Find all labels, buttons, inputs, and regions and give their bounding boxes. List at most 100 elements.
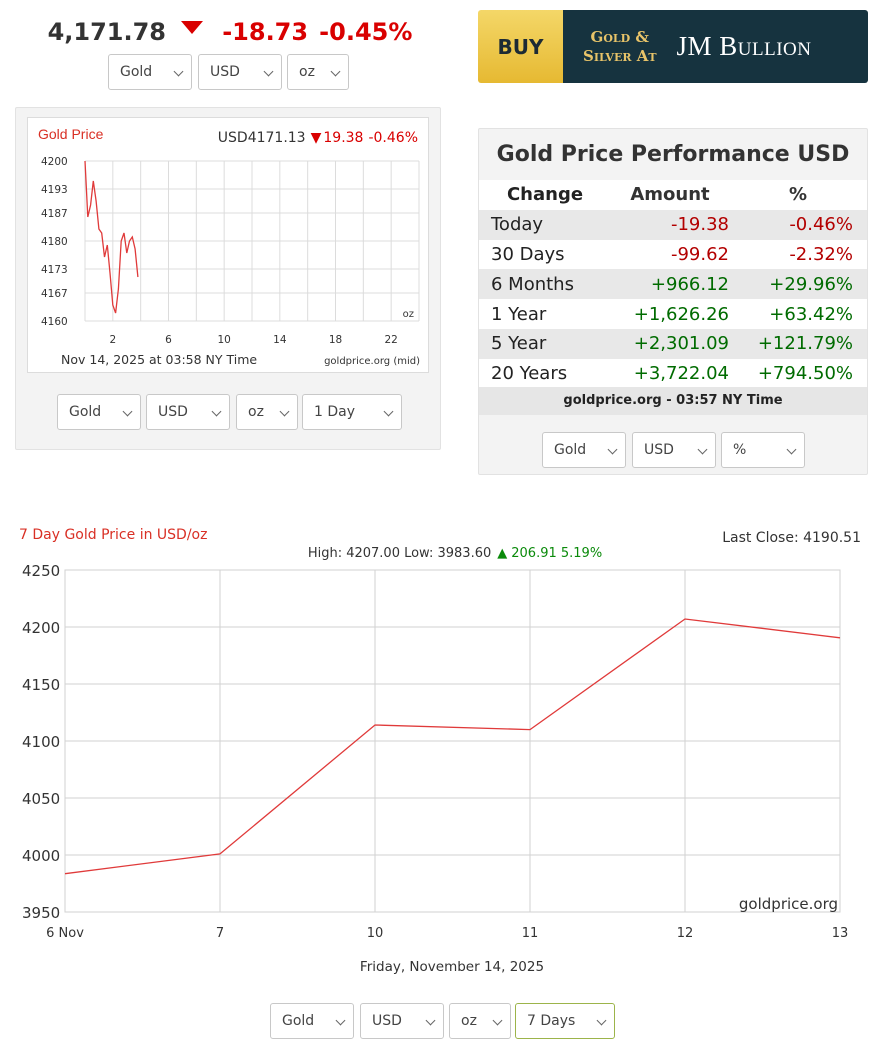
amount-cell: -99.62 <box>670 243 729 265</box>
big-chart-title: 7 Day Gold Price in USD/oz <box>19 527 207 543</box>
chart-date-label: Friday, November 14, 2025 <box>360 959 544 975</box>
y-tick-label: 4100 <box>22 733 60 751</box>
mini-chart-title: Gold Price <box>38 126 104 142</box>
x-tick-label: 18 <box>329 334 342 346</box>
quote-change: 19.38 <box>323 130 363 146</box>
mini-currency-select[interactable]: USD <box>146 394 230 430</box>
period-cell: 30 Days <box>491 243 565 265</box>
table-header: Change Amount % <box>479 180 867 210</box>
percent-cell: +63.42% <box>769 303 853 325</box>
percent-cell: +29.96% <box>769 273 853 295</box>
mini-unit-label: oz <box>403 309 414 320</box>
perf-currency-select[interactable]: USD <box>632 432 716 468</box>
mini-gold-chart: Gold Price USD4171.13 ▼ 19.38 -0.46% 4160 4167… <box>38 126 420 367</box>
performance-title: Gold Price Performance USD <box>496 142 850 167</box>
percent-cell: +121.79% <box>757 333 853 355</box>
down-arrow-icon <box>181 21 204 34</box>
y-tick-label: 4050 <box>22 790 60 808</box>
x-tick-label: 11 <box>522 926 539 941</box>
x-tick-label: 6 <box>165 334 172 346</box>
y-tick-label: 4200 <box>22 619 60 637</box>
seven-day-gold-chart: 7 Day Gold Price in USD/oz Last Close: 41… <box>19 527 861 975</box>
period-cell: 5 Year <box>491 333 547 355</box>
table-row: Today -19.38 -0.46% <box>479 209 867 240</box>
mini-metal-select[interactable]: Gold <box>57 394 141 430</box>
x-tick-label: 7 <box>216 926 224 941</box>
period-cell: 20 Years <box>491 363 568 385</box>
y-tick-label: 4250 <box>22 562 60 580</box>
quote-value: USD4171.13 <box>218 130 306 146</box>
jm-bullion-logo: JM Bullion <box>676 31 812 61</box>
period-cell: Today <box>491 214 544 236</box>
current-price: 4,171.78 <box>47 18 167 46</box>
mini-period-select[interactable]: 1 Day <box>302 394 402 430</box>
performance-table: Change Amount % Today -19.38 -0.46% 30 Days… <box>479 180 867 389</box>
amount-cell: +1,626.26 <box>633 303 729 325</box>
unit-select[interactable]: oz <box>287 54 349 90</box>
last-close: Last Close: 4190.51 <box>722 530 861 546</box>
y-tick-label: 4193 <box>41 184 68 196</box>
mini-chart-quote: USD4171.13 ▼ 19.38 -0.46% <box>218 130 418 146</box>
percent-cell: +794.50% <box>757 363 853 385</box>
table-row: 5 Year +2,301.09 +121.79% <box>479 328 867 359</box>
high-low-text: High: 4207.00 Low: 3983.60 <box>308 546 491 561</box>
amount-cell: +3,722.04 <box>633 363 729 385</box>
mini-source: goldprice.org (mid) <box>324 356 420 367</box>
percent-cell: -0.46% <box>789 214 853 236</box>
amount-cell: -19.38 <box>670 214 729 236</box>
seven-day-price-line <box>64 618 841 875</box>
mini-timestamp: Nov 14, 2025 at 03:58 NY Time <box>61 352 257 367</box>
y-tick-label: 4160 <box>41 316 68 328</box>
x-tick-label: 2 <box>109 334 116 346</box>
chevron-down-icon <box>492 1015 503 1026</box>
header-percent: % <box>788 184 808 206</box>
big-period-select[interactable]: 7 Days <box>515 1003 615 1039</box>
table-row: 30 Days -99.62 -2.32% <box>479 239 867 270</box>
period-cell: 1 Year <box>491 303 547 325</box>
gold-silver-tagline: Gold & Silver At <box>583 27 657 65</box>
big-currency-select[interactable]: USD <box>360 1003 444 1039</box>
x-tick-label: 10 <box>217 334 230 346</box>
y-tick-label: 4180 <box>41 236 68 248</box>
quote-percent: -0.46% <box>368 130 418 146</box>
metal-select[interactable]: Gold <box>108 54 192 90</box>
amount-cell: +966.12 <box>650 273 729 295</box>
percent-cell: -2.32% <box>789 243 853 265</box>
period-cell: 6 Months <box>491 273 574 295</box>
change-text: 206.91 5.19% <box>511 546 602 561</box>
chart-watermark: goldprice.org <box>739 895 838 913</box>
high-low-stats: High: 4207.00 Low: 3983.60 ▲ 206.91 5.19% <box>308 546 602 561</box>
chevron-down-icon <box>425 1015 436 1026</box>
y-tick-label: 4173 <box>41 264 68 276</box>
table-row: 20 Years +3,722.04 +794.50% <box>479 358 867 389</box>
x-tick-label: 14 <box>273 334 287 346</box>
big-unit-select[interactable]: oz <box>449 1003 511 1039</box>
price-ticker: 4,171.78 -18.73 -0.45% <box>0 18 460 46</box>
y-tick-label: 4000 <box>22 847 60 865</box>
chevron-down-icon <box>596 1015 607 1026</box>
x-tick-label: 22 <box>384 334 397 346</box>
perf-percent-select[interactable]: % <box>721 432 805 468</box>
x-tick-label: 10 <box>367 926 384 941</box>
price-change: -18.73 <box>222 18 309 46</box>
y-tick-label: 4150 <box>22 676 60 694</box>
price-change-percent: -0.45% <box>319 18 413 46</box>
down-triangle-icon: ▼ <box>311 130 322 146</box>
perf-metal-select[interactable]: Gold <box>542 432 626 468</box>
x-tick-label: 12 <box>677 926 694 941</box>
y-tick-label: 4167 <box>41 288 68 300</box>
buy-label: BUY <box>478 10 563 83</box>
performance-footer: goldprice.org - 03:57 NY Time <box>479 387 867 415</box>
mini-unit-select[interactable]: oz <box>236 394 298 430</box>
x-tick-label: 6 Nov <box>46 926 84 941</box>
table-row: 6 Months +966.12 +29.96% <box>479 269 867 300</box>
amount-cell: +2,301.09 <box>633 333 729 355</box>
x-tick-label: 13 <box>832 926 849 941</box>
jm-bullion-banner[interactable]: BUY Gold & Silver At JM Bullion <box>478 10 868 83</box>
chevron-down-icon <box>335 1015 346 1026</box>
y-tick-label: 4200 <box>41 156 68 168</box>
y-tick-label: 4187 <box>41 208 68 220</box>
big-metal-select[interactable]: Gold <box>270 1003 354 1039</box>
currency-select[interactable]: USD <box>198 54 282 90</box>
y-tick-label: 3950 <box>22 904 60 922</box>
